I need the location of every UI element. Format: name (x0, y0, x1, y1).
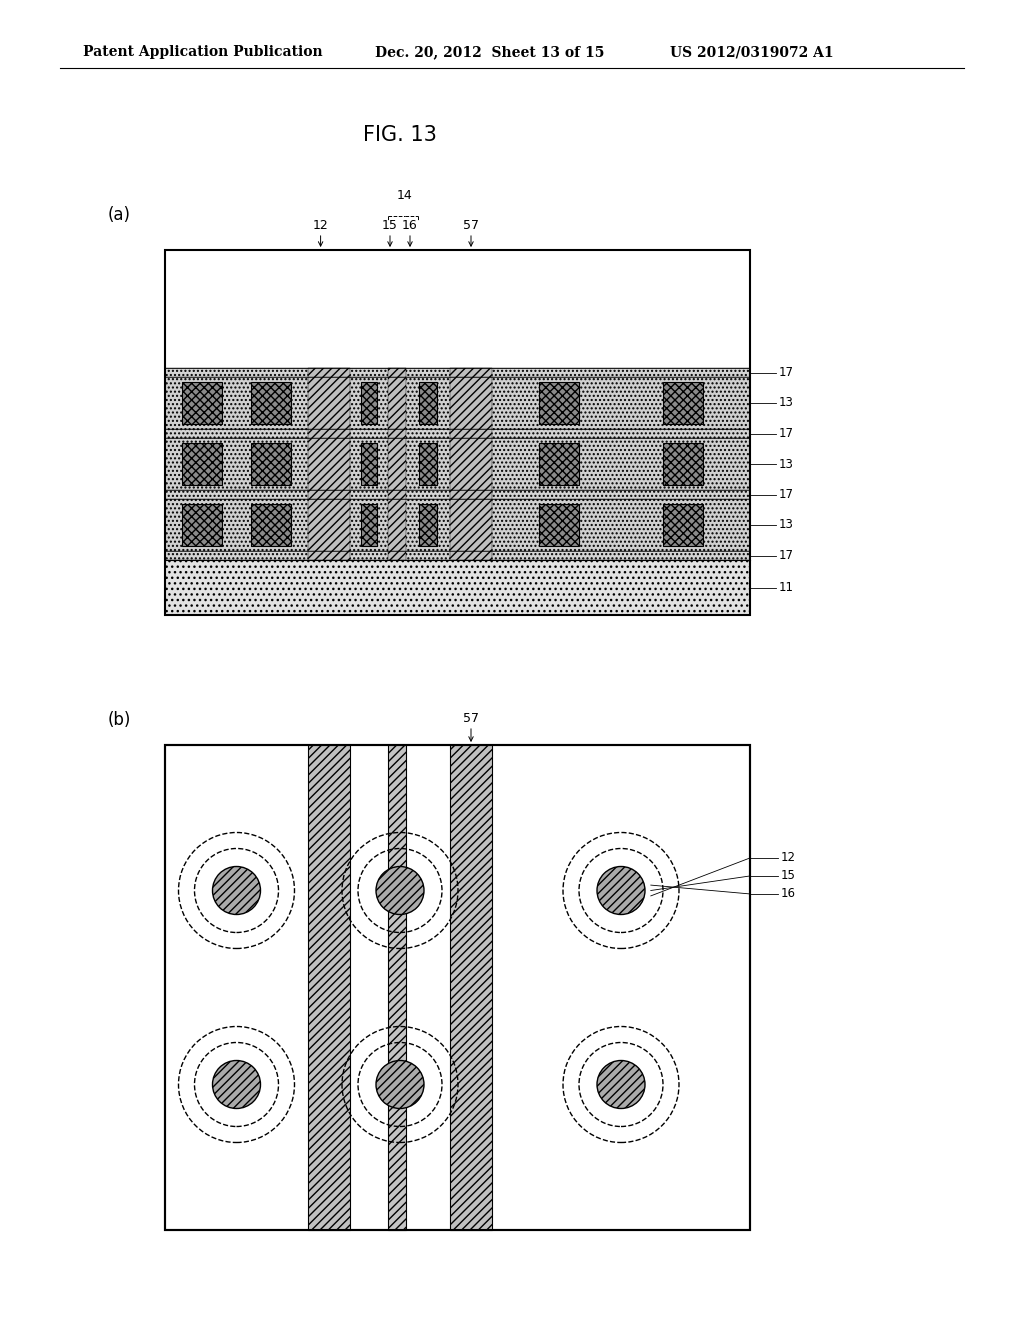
Bar (308, 429, 350, 438)
Bar (450, 499, 492, 550)
Bar (308, 490, 350, 499)
Bar (361, 444, 377, 484)
Bar (308, 438, 350, 490)
Bar (388, 744, 406, 1230)
Text: 15: 15 (781, 870, 796, 883)
Bar (450, 429, 492, 438)
Bar (165, 499, 750, 550)
Bar (308, 744, 350, 1230)
Bar (664, 383, 702, 424)
Bar (165, 368, 750, 378)
Bar (450, 744, 492, 1230)
Bar (388, 499, 406, 550)
Bar (182, 444, 222, 484)
Bar (308, 499, 350, 550)
Bar (251, 383, 291, 424)
Bar (251, 444, 291, 484)
Bar (388, 378, 406, 429)
Bar (540, 383, 579, 424)
Text: 17: 17 (779, 488, 794, 502)
Bar (361, 383, 377, 424)
Bar (450, 438, 492, 490)
Text: 14: 14 (397, 189, 413, 202)
Bar (182, 504, 222, 545)
Text: (a): (a) (108, 206, 131, 224)
Bar (388, 490, 406, 499)
Text: 57: 57 (463, 219, 479, 232)
Circle shape (597, 1060, 645, 1109)
Circle shape (376, 866, 424, 915)
Text: 17: 17 (779, 549, 794, 562)
Bar (361, 504, 377, 545)
Text: 13: 13 (779, 458, 794, 470)
Bar (388, 550, 406, 560)
Bar (540, 444, 579, 484)
Bar (419, 444, 437, 484)
Bar (450, 378, 492, 429)
Bar (308, 368, 350, 378)
Bar (450, 368, 492, 378)
Bar (165, 438, 750, 490)
Text: US 2012/0319072 A1: US 2012/0319072 A1 (670, 45, 834, 59)
Circle shape (213, 866, 260, 915)
Text: Dec. 20, 2012  Sheet 13 of 15: Dec. 20, 2012 Sheet 13 of 15 (375, 45, 604, 59)
Bar (165, 744, 750, 1230)
Bar (664, 444, 702, 484)
Bar (450, 490, 492, 499)
Text: 15: 15 (382, 219, 398, 232)
Circle shape (597, 866, 645, 915)
Text: 13: 13 (779, 519, 794, 532)
Bar (165, 378, 750, 429)
Bar (419, 383, 437, 424)
Bar (165, 744, 750, 1230)
Bar (664, 504, 702, 545)
Text: 17: 17 (779, 366, 794, 379)
Bar (388, 438, 406, 490)
Text: 12: 12 (781, 851, 796, 865)
Text: FIG. 13: FIG. 13 (364, 125, 437, 145)
Text: 57: 57 (463, 711, 479, 725)
Bar (540, 504, 579, 545)
Bar (165, 249, 750, 615)
Bar (251, 504, 291, 545)
Bar (450, 550, 492, 560)
Bar (165, 429, 750, 438)
Text: 13: 13 (779, 396, 794, 409)
Text: 16: 16 (402, 219, 418, 232)
Text: 11: 11 (779, 581, 794, 594)
Bar (165, 560, 750, 615)
Text: 12: 12 (312, 219, 329, 232)
Circle shape (213, 1060, 260, 1109)
Bar (308, 550, 350, 560)
Bar (165, 490, 750, 499)
Text: 16: 16 (781, 887, 796, 900)
Bar (165, 550, 750, 560)
Bar (388, 429, 406, 438)
Bar (388, 368, 406, 378)
Text: 17: 17 (779, 426, 794, 440)
Bar (182, 383, 222, 424)
Text: Patent Application Publication: Patent Application Publication (83, 45, 323, 59)
Text: (b): (b) (108, 711, 131, 729)
Bar (419, 504, 437, 545)
Bar (308, 378, 350, 429)
Circle shape (376, 1060, 424, 1109)
